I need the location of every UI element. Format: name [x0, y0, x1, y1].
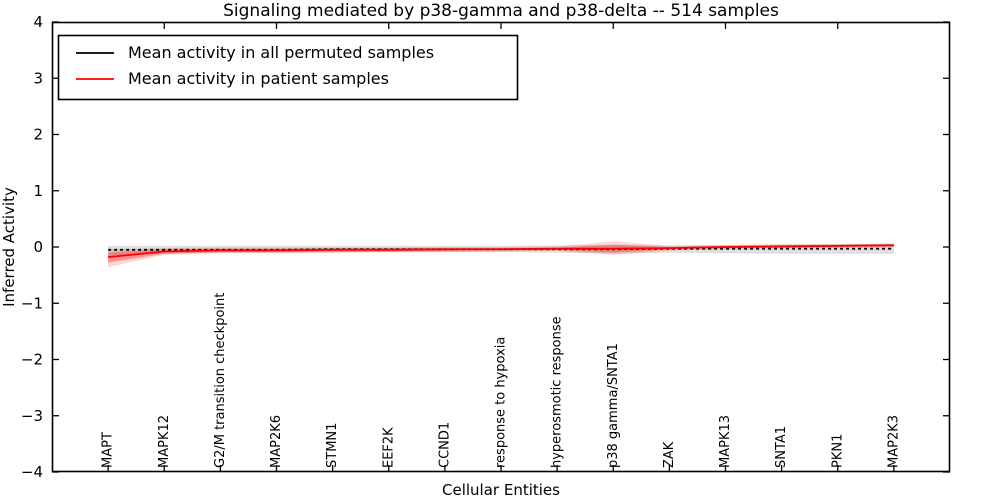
chart-title: Signaling mediated by p38-gamma and p38-…: [223, 1, 779, 21]
y-tick-label: 2: [33, 126, 43, 144]
x-category-label: CCND1: [437, 422, 452, 468]
band-patient-samples-range-outer: [108, 241, 894, 268]
x-category-label: p38 gamma/SNTA1: [606, 343, 621, 468]
x-category-label: MAPT: [101, 432, 116, 468]
y-tick-label: 3: [33, 69, 43, 87]
y-axis-label: Inferred Activity: [0, 187, 18, 307]
y-tick-label: −4: [21, 463, 43, 481]
band-patient-samples-range-inner: [108, 244, 894, 263]
plot-area: 4 3 2 1 0 −1 −2 −3 −4 MAPT MAPK12 G2/M transition c…: [21, 13, 951, 481]
x-category-label: STMN1: [325, 423, 340, 468]
x-axis-label: Cellular Entities: [442, 481, 560, 499]
x-category-label: MAPK13: [718, 415, 733, 468]
x-category-label: EEF2K: [381, 427, 396, 468]
y-tick-label: −2: [21, 351, 43, 369]
x-category-label: G2/M transition checkpoint: [213, 293, 228, 468]
series-line-patient: [108, 244, 894, 259]
x-category-label: PKN1: [830, 434, 845, 468]
x-category-label: hyperosmotic response: [550, 316, 565, 468]
y-tick-label: 1: [33, 182, 43, 200]
y-tick-label: 0: [33, 238, 43, 256]
legend-box: [57, 34, 519, 101]
x-category-label: MAP2K3: [886, 415, 901, 468]
x-category-label: SNTA1: [774, 426, 789, 468]
y-tick-label: 4: [33, 13, 43, 31]
legend-label-permuted: Mean activity in all permuted samples: [128, 43, 434, 62]
x-category-label: response to hypoxia: [494, 337, 509, 468]
x-category-label: MAP2K6: [269, 415, 284, 468]
legend: Mean activity in all permuted samples Me…: [57, 34, 519, 101]
x-category-label: MAPK12: [157, 415, 172, 468]
legend-label-patient: Mean activity in patient samples: [128, 69, 389, 88]
x-category-label: ZAK: [662, 441, 677, 468]
y-tick-label: −1: [21, 294, 43, 312]
y-tick-label: −3: [21, 407, 43, 425]
